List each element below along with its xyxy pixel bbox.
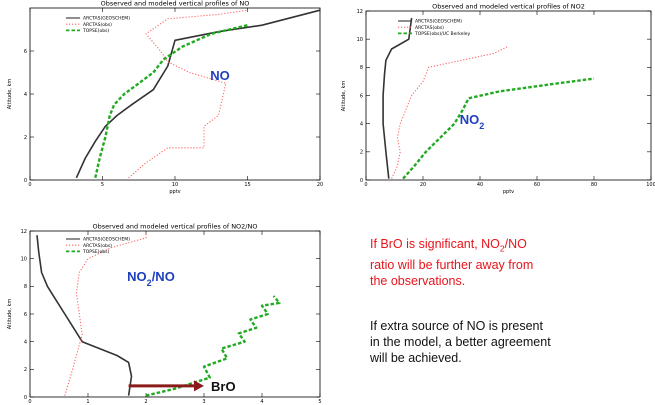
plot-frame [29,7,321,181]
y-tick-label: 2 [24,135,27,141]
chart-annotation: NO2 [460,112,485,131]
legend-label: TOPSE(obs) [82,249,109,255]
annotation-main: NO [210,68,230,83]
y-axis-label: Altitude, km [341,81,347,112]
series-line-3 [94,24,248,179]
y-tick-label: 4 [360,121,363,127]
x-tick-label: 15 [244,182,250,188]
y-tick-label: 0 [360,178,363,184]
x-tick-label: 20 [317,182,323,188]
legend-label: TOPSE(obs) [82,28,109,34]
bro-arrow-label: BrO [211,379,236,394]
chart-panel-1: Observed and modeled vertical profiles o… [7,0,323,195]
x-tick-label: 100 [646,182,655,188]
plot-frame [29,230,321,398]
y-tick-label: 2 [24,367,27,373]
chart-title: Observed and modeled vertical profiles o… [432,3,585,11]
y-tick-label: 12 [357,9,363,15]
x-tick-label: 1 [86,399,89,405]
series-line-2 [64,233,147,396]
chart-panel-2: Observed and modeled vertical profiles o… [341,3,655,196]
annotation-main: NO [460,112,480,127]
legend-label: ARCTAS(obs) [83,243,112,249]
annotation-tail: /NO [152,269,175,284]
bro-note-text-b: /NO [504,237,527,251]
series-line-2 [128,9,248,179]
legend-label: ARCTAS(GEOSCHEM) [415,19,462,25]
x-tick-label: 0 [28,182,31,188]
y-tick-label: 10 [21,256,27,262]
bro-arrow-head [194,380,204,392]
series-line-2 [391,45,509,179]
y-axis-label: Altitude, km [7,79,13,110]
x-axis-label: pptv [169,189,180,195]
y-tick-label: 2 [360,150,363,156]
series-line-1 [36,235,133,396]
extra-note-line1: If extra source of NO is present [370,319,543,333]
series-line-3 [402,77,595,180]
legend-label: ARCTAS(GEOSCHEM) [83,16,130,22]
y-tick-label: 8 [24,284,27,290]
y-axis-label: Altitude, km [7,299,13,330]
series-line-3 [145,295,281,397]
x-tick-label: 10 [172,182,178,188]
x-tick-label: 2 [144,399,147,405]
x-tick-label: 0 [364,182,367,188]
chart-annotation: NO [210,68,230,83]
series-line-1 [75,9,321,179]
bro-note-line3: the observations. [370,273,466,288]
annotation-main: NO [127,269,147,284]
y-tick-label: 0 [24,395,27,401]
legend-label: ARCTAS(obs) [83,22,112,28]
extra-source-note: If extra source of NO is present in the … [370,318,640,366]
bro-note: If BrO is significant, NO2/NO ratio will… [370,236,640,289]
y-tick-label: 6 [24,312,27,318]
series-line-1 [382,17,413,179]
y-tick-label: 10 [357,37,363,43]
bro-note-text-a: If BrO is significant, NO [370,237,500,251]
bro-note-sub: 2 [499,243,505,254]
x-tick-label: 40 [477,182,483,188]
y-tick-label: 4 [24,92,27,98]
annotation-subscript: 2 [147,278,152,288]
x-tick-label: 60 [534,182,540,188]
x-tick-label: 20 [420,182,426,188]
chart-panel-3: Observed and modeled vertical profiles o… [7,223,322,405]
y-tick-label: 6 [360,93,363,99]
x-tick-label: 3 [202,399,205,405]
legend-label: TOPSE(obs)/UC Berkeley [414,31,470,37]
y-tick-label: 12 [21,229,27,235]
y-tick-label: 6 [24,49,27,55]
x-tick-label: 4 [260,399,263,405]
y-tick-label: 4 [24,339,27,345]
y-tick-label: 0 [24,178,27,184]
x-axis-label: pptv [503,189,514,195]
annotation-subscript: 2 [479,121,484,131]
bro-note-line2: ratio will be further away from [370,257,534,272]
extra-note-line2: in the model, a better agreement [370,335,551,349]
chart-annotation: NO2/NO [127,269,175,288]
x-tick-label: 5 [101,182,104,188]
chart-title: Observed and modeled vertical profiles o… [93,223,258,231]
legend-label: ARCTAS(obs) [415,25,444,31]
legend-label: ARCTAS(GEOSCHEM) [83,237,130,243]
x-tick-label: 5 [318,399,321,405]
chart-title: Observed and modeled vertical profiles o… [101,0,250,8]
x-tick-label: 80 [591,182,597,188]
y-tick-label: 8 [360,65,363,71]
extra-note-line3: will be achieved. [370,351,462,365]
x-tick-label: 0 [28,399,31,405]
